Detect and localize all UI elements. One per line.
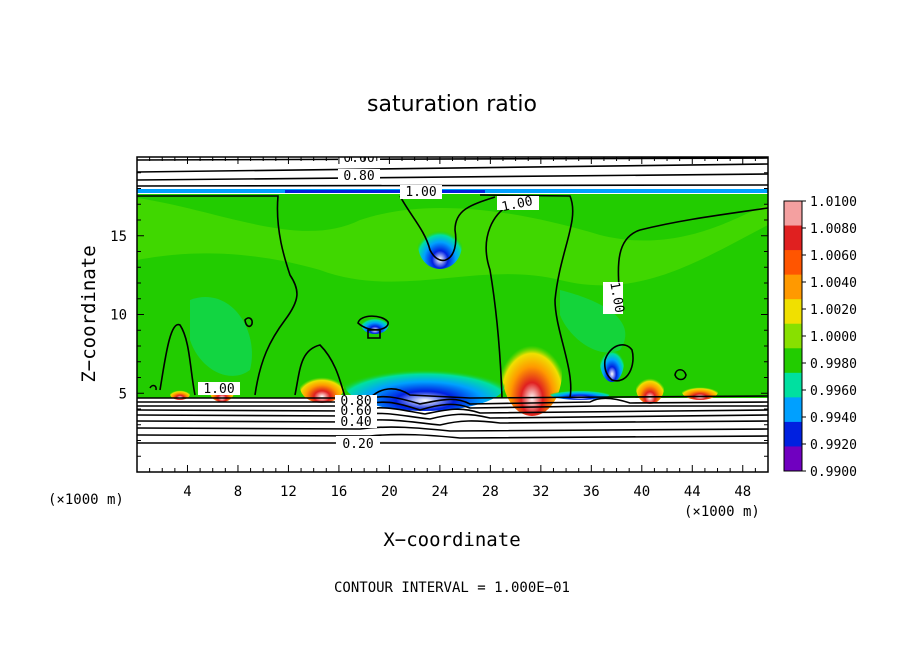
colorbar-label: 1.0000 [810, 330, 857, 345]
x-tick-label: 40 [633, 484, 650, 500]
colorbar-label: 1.0060 [810, 249, 857, 264]
contour-line [244, 317, 253, 328]
x-tick-label: 12 [280, 484, 297, 500]
x-axis: 4 8 12 16 20 24 28 32 36 40 44 48 [149, 157, 756, 500]
contour-interval-footer: CONTOUR INTERVAL = 1.000E−01 [334, 580, 570, 596]
warm-spot [300, 371, 344, 403]
x-tick-label: 28 [482, 484, 499, 500]
chart-title: saturation ratio [367, 92, 537, 117]
colorbar-swatch [784, 225, 802, 251]
contour-label: 1.00 [203, 382, 234, 397]
plot-area: 0.60 0.80 1.00 1.00 1.00 1.00 0.80 0.60 … [137, 151, 768, 472]
x-tick-label: 32 [532, 484, 549, 500]
contour-label: 0.80 [343, 169, 374, 184]
contour-line [137, 433, 768, 439]
contour-labels: 0.60 0.80 1.00 1.00 1.00 1.00 0.80 0.60 … [203, 151, 626, 452]
colorbar-swatch [784, 323, 802, 349]
contour-line [479, 194, 574, 399]
y-tick-label: 5 [119, 386, 127, 402]
colorbar-swatch [784, 372, 802, 398]
y-tick-label: 10 [110, 308, 127, 324]
colorbar-label: 1.0080 [810, 222, 857, 237]
contour-label: 0.40 [340, 415, 371, 430]
colorbar-label: 1.0100 [810, 195, 857, 210]
cyan-patch [560, 290, 626, 353]
contour-label: 0.60 [343, 151, 374, 166]
colorbar-swatch [784, 299, 802, 325]
colorbar-swatch [784, 348, 802, 374]
colorbar-label: 1.0040 [810, 276, 857, 291]
colorbar-label: 0.9960 [810, 384, 857, 399]
x-unit-label-left: (×1000 m) [48, 492, 124, 508]
colorbar-swatch [784, 421, 802, 447]
y-axis-label: Z−coordinate [78, 245, 100, 382]
contour-label: 0.60 [340, 404, 371, 419]
contour-line [137, 195, 298, 396]
x-tick-label: 4 [183, 484, 191, 500]
colorbar-swatch [784, 397, 802, 423]
contour-label: 1.00 [405, 185, 436, 200]
warm-spot [636, 372, 664, 404]
x-tick-label: 44 [684, 484, 701, 500]
contour-line [603, 344, 634, 382]
x-tick-label: 16 [330, 484, 347, 500]
contour-line [137, 395, 768, 405]
warm-spot [682, 384, 718, 400]
contour-line [674, 368, 687, 381]
contour-line [137, 163, 768, 173]
colorbar-swatch [784, 274, 802, 300]
colorbar-swatch [784, 201, 802, 227]
x-tick-label: 20 [381, 484, 398, 500]
colorbar-label: 0.9920 [810, 438, 857, 453]
colorbar-swatch [784, 250, 802, 276]
y-tick-label: 15 [110, 229, 127, 245]
x-tick-label: 48 [734, 484, 751, 500]
warm-spot [502, 328, 562, 416]
warm-spot [170, 388, 190, 400]
contour-line [617, 207, 768, 311]
cloud-top-band [285, 190, 485, 193]
colorbar: 1.0100 1.0080 1.0060 1.0040 1.0020 1.0000 0.99… [783, 195, 857, 480]
cyan-patch [190, 297, 252, 376]
x-axis-label: X−coordinate [383, 529, 520, 551]
contour-line [485, 199, 521, 399]
contour-line [137, 173, 768, 181]
colorbar-label: 1.0020 [810, 303, 857, 318]
colorbar-label: 0.9980 [810, 357, 857, 372]
contour-line [149, 384, 157, 391]
contour-line [367, 329, 381, 339]
x-tick-label: 36 [583, 484, 600, 500]
contour-line [357, 315, 389, 331]
contour-line [294, 344, 346, 398]
contour-label: 1.00 [606, 281, 626, 314]
colorbar-label: 0.9900 [810, 465, 857, 480]
colorbar-swatch [784, 446, 802, 472]
x-tick-label: 24 [431, 484, 448, 500]
x-unit-label-right: (×1000 m) [684, 504, 760, 520]
x-tick-label: 8 [234, 484, 242, 500]
contour-label: 0.80 [340, 394, 371, 409]
colorbar-label: 0.9940 [810, 411, 857, 426]
contour-line [137, 184, 768, 187]
y-axis: 5 10 15 [110, 172, 768, 457]
contour-line [159, 323, 196, 396]
contour-label-backgrounds [198, 157, 623, 450]
contour-label: 1.00 [500, 194, 534, 215]
contour-line [137, 426, 768, 432]
contour-label: 0.20 [342, 437, 373, 452]
contour-line [399, 195, 496, 262]
